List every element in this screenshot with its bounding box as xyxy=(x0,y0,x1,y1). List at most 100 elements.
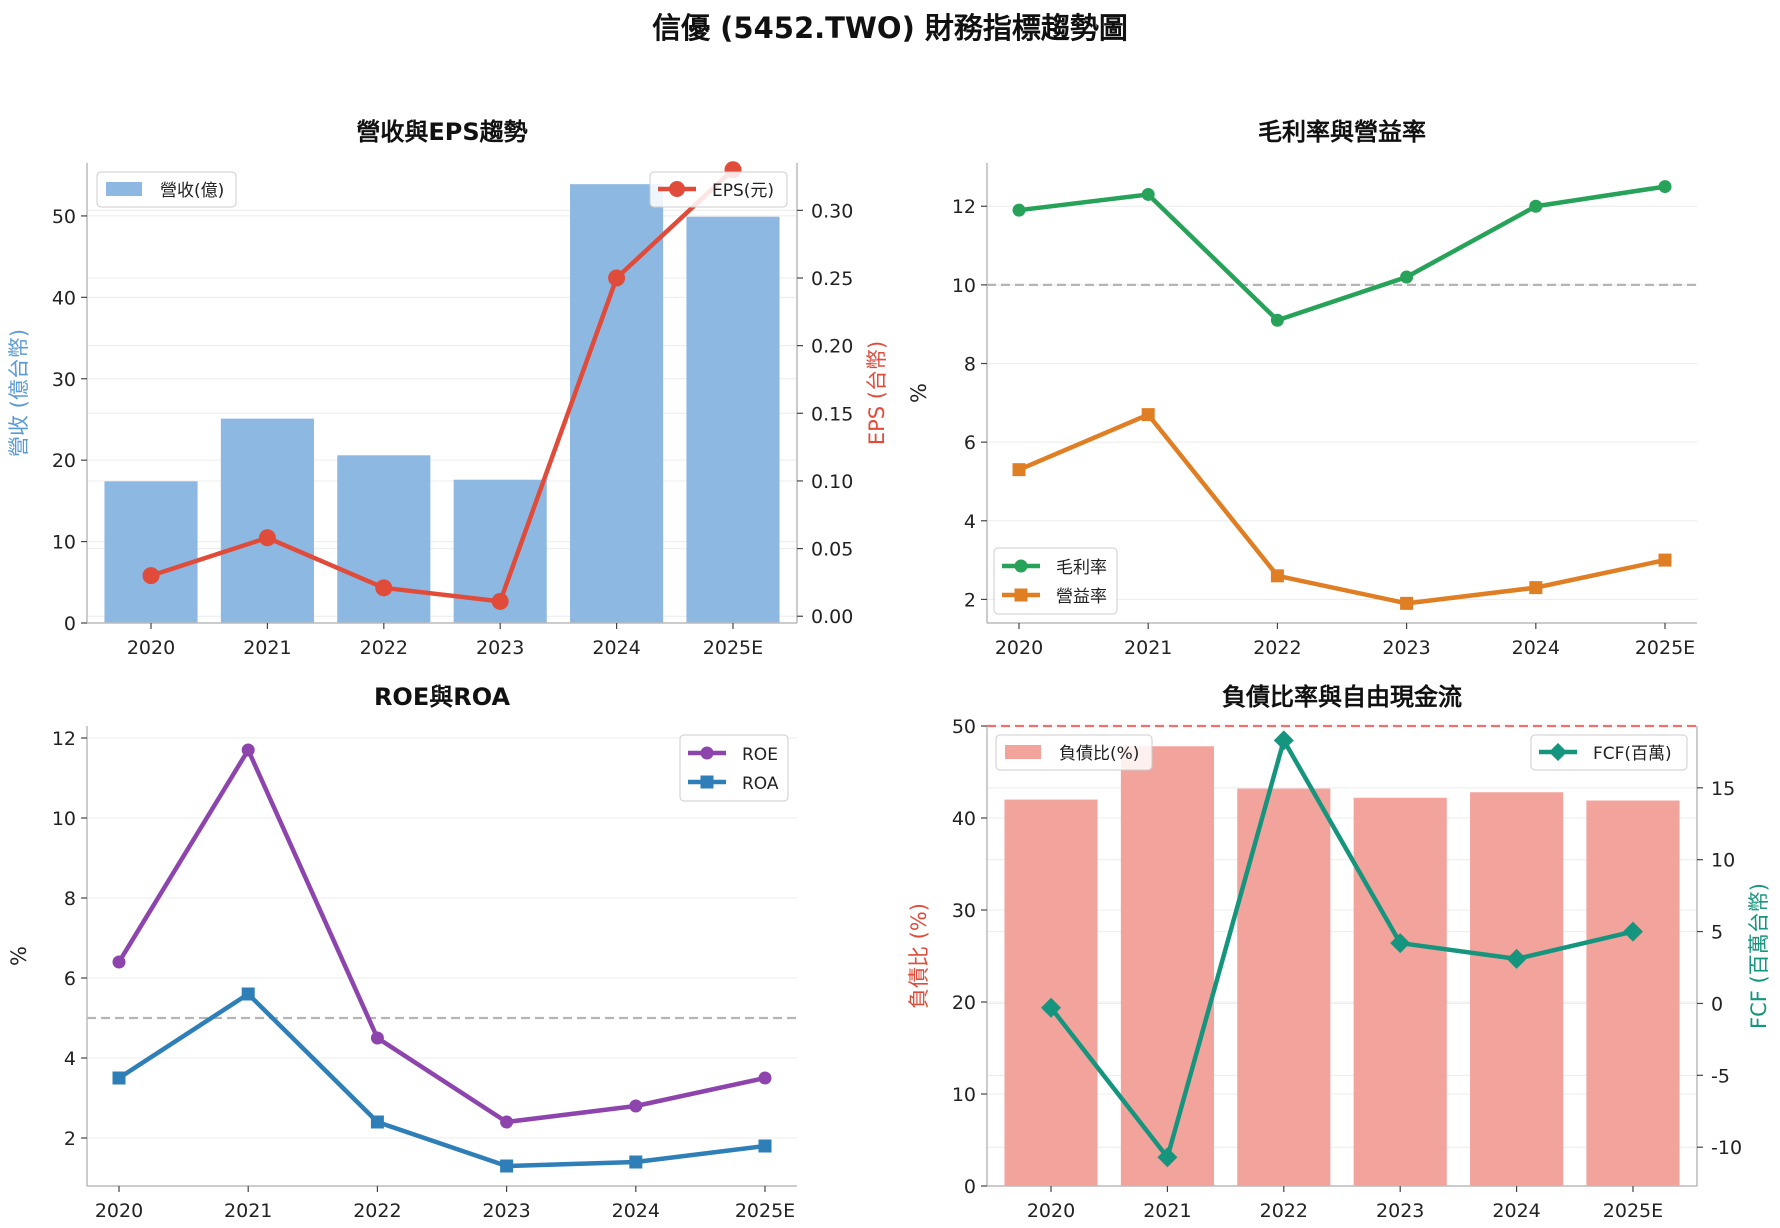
x-tick-label: 2023 xyxy=(1382,637,1430,659)
operating-margin-point xyxy=(1270,569,1284,583)
y-tick-label: 12 xyxy=(952,196,976,218)
revenue-bar xyxy=(337,455,431,623)
gross-margin-point xyxy=(1529,199,1543,213)
roe-line xyxy=(116,747,768,1125)
y2-tick-label: 0.10 xyxy=(811,471,853,493)
y2-tick-label: 10 xyxy=(1711,850,1735,872)
x-tick-label: 2024 xyxy=(612,1200,660,1222)
gross-margin-point xyxy=(1012,203,1026,217)
y-tick-label: 20 xyxy=(952,992,976,1014)
y2-tick-label: 0.05 xyxy=(811,539,853,561)
y-tick-label: 50 xyxy=(52,206,76,228)
y-tick-label: 10 xyxy=(952,1084,976,1106)
panel-title: 營收與EPS趨勢 xyxy=(356,118,527,146)
y-tick-label: 0 xyxy=(964,1176,976,1198)
y-tick-label: 0 xyxy=(64,613,76,635)
x-tick-label: 2020 xyxy=(995,637,1043,659)
y-tick-label: 10 xyxy=(52,808,76,830)
eps-point xyxy=(375,579,393,597)
roe-point xyxy=(241,743,255,757)
y-tick-label: 10 xyxy=(52,532,76,554)
roe-point xyxy=(112,955,126,969)
x-tick-label: 2020 xyxy=(1027,1200,1075,1222)
y-tick-label: 40 xyxy=(52,287,76,309)
panel-debt_fcf: 負債比率與自由現金流 0 10 20 30 40 50 -10 -5 0 5 10 15 2020 2021… xyxy=(907,683,1771,1222)
y2-tick-label: 0.00 xyxy=(811,606,853,628)
y2-tick-label: -5 xyxy=(1711,1065,1730,1087)
gross-margin-point xyxy=(1400,270,1414,284)
y-tick-label: 6 xyxy=(964,432,976,454)
gross-margin-point xyxy=(1270,313,1284,327)
legend-marker-roa xyxy=(700,775,714,789)
eps-point xyxy=(608,269,626,287)
x-tick-label: 2025E xyxy=(1603,1200,1663,1222)
x-tick-label: 2021 xyxy=(1124,637,1172,659)
fcf-point xyxy=(1506,948,1527,969)
panel-title: ROE與ROA xyxy=(374,683,511,711)
y2-tick-label: 0.15 xyxy=(811,403,853,425)
x-tick-label: 2023 xyxy=(482,1200,530,1222)
roa-point xyxy=(758,1139,772,1153)
y-tick-label: 50 xyxy=(952,716,976,738)
roa-point xyxy=(112,1071,126,1085)
y2-tick-label: 5 xyxy=(1711,922,1723,944)
x-tick-label: 2023 xyxy=(1376,1200,1424,1222)
y2-tick-label: 0.20 xyxy=(811,336,853,358)
roe-point xyxy=(500,1115,514,1129)
legend-label-gross-margin: 毛利率 xyxy=(1056,558,1107,578)
legend-marker-roe xyxy=(700,746,714,760)
legend-label-eps: EPS(元) xyxy=(712,181,774,201)
fcf-point xyxy=(1041,997,1062,1018)
x-tick-label: 2021 xyxy=(224,1200,272,1222)
x-tick-label: 2022 xyxy=(1260,1200,1308,1222)
eps-point xyxy=(258,529,276,547)
y-tick-label: 12 xyxy=(52,728,76,750)
x-tick-label: 2021 xyxy=(1143,1200,1191,1222)
legend-label-fcf: FCF(百萬) xyxy=(1593,744,1672,764)
y-tick-label: 20 xyxy=(52,450,76,472)
y-tick-label: 4 xyxy=(964,511,976,533)
debt-bar xyxy=(1353,797,1447,1186)
y-tick-label: 4 xyxy=(64,1048,76,1070)
roe-point xyxy=(370,1031,384,1045)
x-tick-label: 2025E xyxy=(735,1200,795,1222)
fcf-point xyxy=(1390,933,1411,954)
figure-title: 信優 (5452.TWO) 財務指標趨勢圖 xyxy=(652,11,1128,45)
x-tick-label: 2020 xyxy=(95,1200,143,1222)
fcf-point xyxy=(1622,921,1643,942)
x-tick-label: 2025E xyxy=(703,637,763,659)
y-axis-label: 負債比 (%) xyxy=(907,903,931,1009)
fcf-point xyxy=(1273,730,1294,751)
y2-tick-label: 0.30 xyxy=(811,200,853,222)
legend-label-revenue: 營收(億) xyxy=(160,181,224,201)
x-tick-label: 2022 xyxy=(360,637,408,659)
y-tick-label: 40 xyxy=(952,808,976,830)
roe-point xyxy=(758,1071,772,1085)
legend-box xyxy=(995,734,1153,771)
y-tick-label: 30 xyxy=(952,900,976,922)
legend-box xyxy=(649,171,788,208)
y-axis-label: % xyxy=(907,383,931,403)
gross-margin-point xyxy=(1658,180,1672,194)
fcf-line xyxy=(1048,738,1636,1160)
eps-point xyxy=(142,567,160,585)
legend-label-roa: ROA xyxy=(742,774,779,794)
panel-title: 毛利率與營益率 xyxy=(1258,118,1426,146)
y2-tick-label: 0.25 xyxy=(811,268,853,290)
y2-tick-label: 15 xyxy=(1711,778,1735,800)
y2-axis-label: FCF (百萬台幣) xyxy=(1747,883,1771,1029)
legend-marker-eps xyxy=(669,181,685,197)
x-tick-label: 2024 xyxy=(1492,1200,1540,1222)
panel-roe_roa: ROE與ROA 2 4 6 8 10 12 2020 2021 2022 2023 2024 2025E… xyxy=(7,683,797,1222)
panel-revenue_eps: 營收與EPS趨勢 0 10 20 30 40 50 0.00 0.05 0.10 0.15 0.20 0… xyxy=(7,118,889,659)
x-tick-label: 2020 xyxy=(127,637,175,659)
fcf-point xyxy=(1157,1147,1178,1168)
legend-label-operating-margin: 營益率 xyxy=(1056,587,1107,607)
operating-margin-line xyxy=(1016,412,1668,606)
roa-point xyxy=(370,1115,384,1129)
operating-margin-point xyxy=(1012,463,1026,477)
operating-margin-point xyxy=(1400,596,1414,610)
panel-margins: 毛利率與營益率 2 4 6 8 10 12 2020 2021 2022 2023 2024 2025E… xyxy=(907,118,1697,659)
legend-swatch-debt xyxy=(1005,745,1041,759)
